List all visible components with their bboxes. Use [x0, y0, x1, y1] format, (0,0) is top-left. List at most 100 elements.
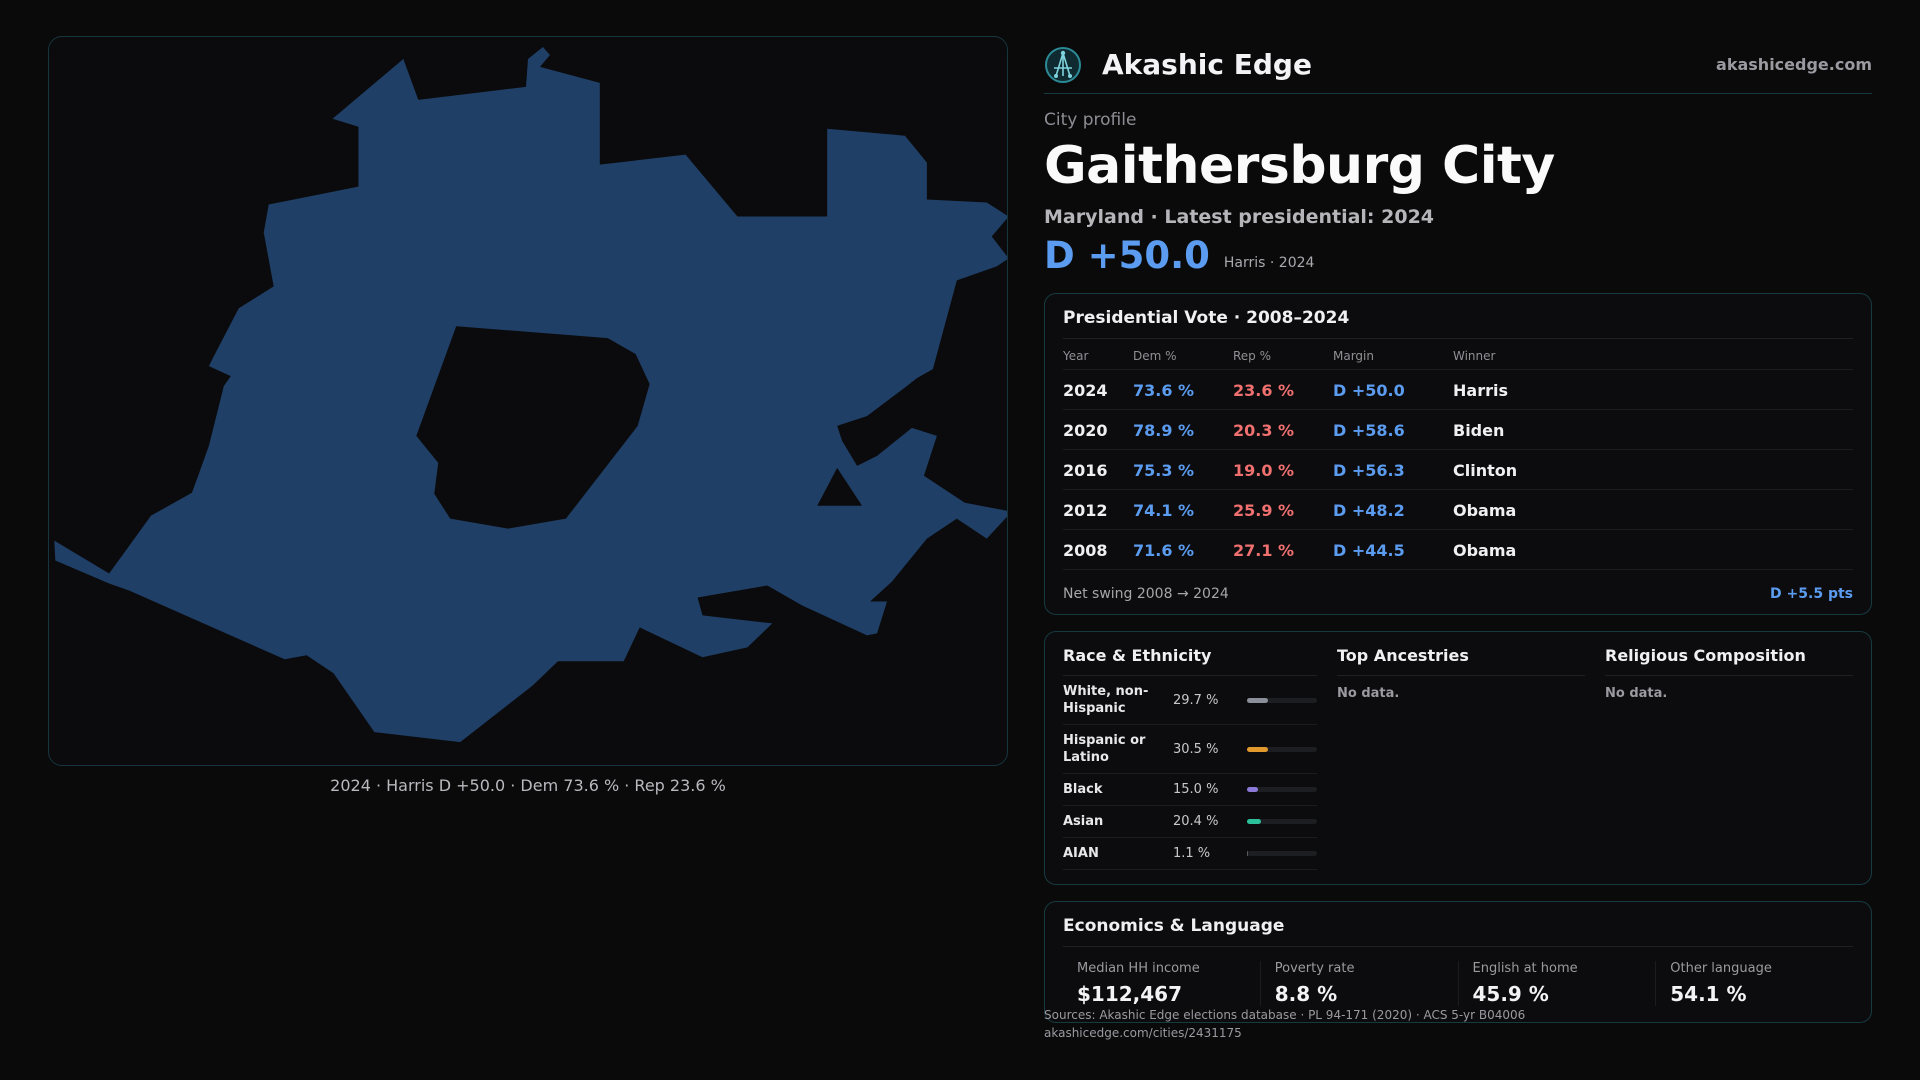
rep-cell: 25.9 % — [1233, 489, 1333, 530]
page-footer: Sources: Akashic Edge elections database… — [1044, 1006, 1525, 1042]
presidential-vote-card: Presidential Vote · 2008–2024 Year Dem %… — [1044, 293, 1872, 615]
econ-label: English at home — [1472, 961, 1578, 976]
column-header: Dem % — [1133, 341, 1233, 370]
race-bar — [1247, 851, 1317, 856]
econ-cell: Other language 54.1 % — [1655, 961, 1853, 1006]
compass-network-icon — [1045, 46, 1081, 83]
year-cell: 2012 — [1063, 489, 1133, 530]
race-bar — [1247, 697, 1317, 703]
brand-header: Akashic Edge akashicedge.com — [1044, 36, 1872, 94]
map-caption: 2024 · Harris D +50.0 · Dem 73.6 % · Rep… — [330, 776, 726, 795]
race-label: Asian — [1063, 814, 1104, 829]
card-title: Economics & Language — [1063, 916, 1853, 947]
ancestries-section: Top Ancestries No data. — [1337, 646, 1585, 870]
section-title: Top Ancestries — [1337, 646, 1585, 676]
econ-cell: Median HH income $112,467 — [1063, 961, 1260, 1006]
table-row: 2020 78.9 % 20.3 % D +58.6 Biden — [1063, 409, 1853, 450]
column-header: Year — [1063, 341, 1133, 370]
table-header-row: Year Dem % Rep % Margin Winner — [1063, 341, 1853, 370]
race-label: Black — [1063, 782, 1103, 797]
race-row: White, non-Hispanic 29.7 % — [1063, 676, 1317, 725]
race-bar-fill — [1247, 787, 1258, 792]
year-cell: 2008 — [1063, 529, 1133, 570]
winner-cell: Clinton — [1453, 449, 1853, 490]
race-bar — [1247, 819, 1317, 824]
empty-state: No data. — [1337, 686, 1400, 701]
profile-panel: Akashic Edge akashicedge.com City profil… — [1044, 36, 1872, 1023]
city-boundary-shape — [54, 46, 1007, 743]
dem-cell: 75.3 % — [1133, 449, 1233, 490]
econ-label: Poverty rate — [1274, 961, 1355, 976]
swing-label: Net swing 2008 → 2024 — [1063, 586, 1229, 602]
econ-cell: English at home 45.9 % — [1457, 961, 1656, 1006]
race-ethnicity-section: Race & Ethnicity White, non-Hispanic 29.7… — [1063, 646, 1317, 870]
winner-cell: Obama — [1453, 489, 1853, 530]
race-row: Asian 20.4 % — [1063, 806, 1317, 838]
winner-cell: Harris — [1453, 369, 1853, 410]
race-label: White, non-Hispanic — [1063, 684, 1149, 716]
margin-cell: D +56.3 — [1333, 449, 1453, 490]
page-title: Gaithersburg City — [1044, 136, 1555, 196]
race-row: Hispanic or Latino 30.5 % — [1063, 725, 1317, 774]
card-title: Presidential Vote · 2008–2024 — [1063, 308, 1853, 339]
city-boundary-map — [54, 46, 1007, 743]
dem-cell: 73.6 % — [1133, 369, 1233, 410]
race-percent: 1.1 % — [1173, 846, 1211, 861]
headline-margin: D +50.0 Harris · 2024 — [1044, 234, 1872, 277]
race-percent: 29.7 % — [1173, 692, 1219, 708]
page-subtitle: Maryland · Latest presidential: 2024 — [1044, 206, 1435, 228]
table-row: 2016 75.3 % 19.0 % D +56.3 Clinton — [1063, 449, 1853, 490]
net-swing-row: Net swing 2008 → 2024 D +5.5 pts — [1063, 570, 1853, 602]
column-header: Margin — [1333, 341, 1453, 370]
race-label: AIAN — [1063, 846, 1099, 861]
margin-value: D +50.0 — [1044, 234, 1210, 277]
empty-state: No data. — [1605, 686, 1668, 701]
brand-url-link[interactable]: akashicedge.com — [1716, 55, 1872, 74]
margin-note: Harris · 2024 — [1223, 255, 1315, 271]
race-bar — [1247, 787, 1317, 792]
column-header: Winner — [1453, 341, 1853, 370]
margin-cell: D +58.6 — [1333, 409, 1453, 450]
city-map[interactable] — [48, 36, 1008, 766]
table-row: 2008 71.6 % 27.1 % D +44.5 Obama — [1063, 529, 1853, 570]
margin-cell: D +48.2 — [1333, 489, 1453, 530]
page-link[interactable]: akashicedge.com/cities/2431175 — [1044, 1026, 1242, 1040]
race-bar-fill — [1247, 697, 1268, 703]
rep-cell: 19.0 % — [1233, 449, 1333, 490]
page-eyebrow: City profile — [1044, 110, 1137, 130]
race-percent: 20.4 % — [1173, 814, 1219, 829]
econ-value: 54.1 % — [1670, 982, 1747, 1006]
econ-value: 8.8 % — [1274, 982, 1338, 1006]
race-bar-fill — [1247, 746, 1269, 752]
economics-card: Economics & Language Median HH income $1… — [1044, 901, 1872, 1023]
table-row: 2012 74.1 % 25.9 % D +48.2 Obama — [1063, 489, 1853, 530]
econ-value: $112,467 — [1077, 982, 1183, 1006]
race-row: Black 15.0 % — [1063, 774, 1317, 806]
sources-text: Sources: Akashic Edge elections database… — [1044, 1008, 1526, 1022]
table-row: 2024 73.6 % 23.6 % D +50.0 Harris — [1063, 369, 1853, 410]
winner-cell: Biden — [1453, 409, 1853, 450]
brand-name: Akashic Edge — [1102, 48, 1312, 81]
year-cell: 2020 — [1063, 409, 1133, 450]
dem-cell: 71.6 % — [1133, 529, 1233, 570]
dem-cell: 74.1 % — [1133, 489, 1233, 530]
winner-cell: Obama — [1453, 529, 1853, 570]
religion-section: Religious Composition No data. — [1605, 646, 1853, 870]
econ-cell: Poverty rate 8.8 % — [1259, 961, 1458, 1006]
race-bar-fill — [1247, 819, 1262, 824]
year-cell: 2016 — [1063, 449, 1133, 490]
race-percent: 15.0 % — [1173, 782, 1219, 797]
economics-grid: Median HH income $112,467 Poverty rate 8… — [1063, 961, 1853, 1006]
econ-label: Median HH income — [1077, 961, 1200, 976]
race-row: AIAN 1.1 % — [1063, 838, 1317, 870]
econ-label: Other language — [1670, 961, 1772, 976]
rep-cell: 23.6 % — [1233, 369, 1333, 410]
race-label: Hispanic or Latino — [1063, 733, 1146, 765]
rep-cell: 20.3 % — [1233, 409, 1333, 450]
rep-cell: 27.1 % — [1233, 529, 1333, 570]
race-bar — [1247, 746, 1317, 752]
race-percent: 30.5 % — [1173, 741, 1219, 757]
demographics-card: Race & Ethnicity White, non-Hispanic 29.7… — [1044, 631, 1872, 885]
race-bar-fill — [1247, 851, 1248, 856]
dem-cell: 78.9 % — [1133, 409, 1233, 450]
